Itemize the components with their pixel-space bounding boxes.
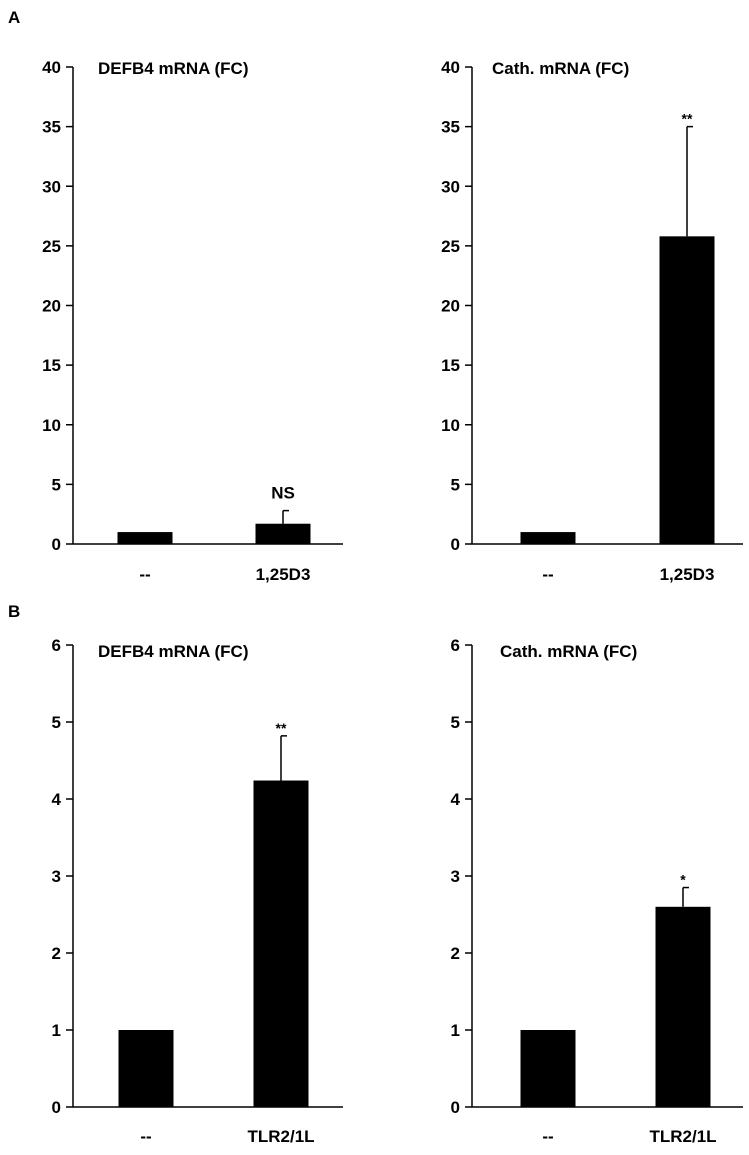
y-tick-label: 25: [441, 237, 460, 256]
bar: [117, 532, 173, 544]
y-tick-label: 5: [451, 713, 460, 732]
chart-title: DEFB4 mRNA (FC): [98, 59, 248, 78]
chart-4: Cath. mRNA (FC) 0 1 2 3 4 5 6 -- * TLR2/1L: [451, 636, 743, 1146]
y-tick-label: 1: [52, 1021, 61, 1040]
category-label: TLR2/1L: [649, 1127, 716, 1146]
bar: [520, 532, 576, 544]
y-tick-label: 25: [42, 237, 61, 256]
bar: [659, 236, 715, 544]
significance-label: **: [682, 111, 693, 127]
y-tick-label: 40: [441, 58, 460, 77]
y-tick-label: 5: [451, 475, 460, 494]
significance-label: *: [680, 872, 686, 888]
y-tick-label: 6: [52, 636, 61, 655]
y-tick-label: 5: [52, 475, 61, 494]
category-label: 1,25D3: [256, 565, 311, 584]
category-label: --: [542, 565, 553, 584]
y-tick-label: 2: [52, 944, 61, 963]
y-tick-label: 0: [451, 1098, 460, 1117]
y-tick-label: 35: [441, 118, 460, 137]
bar: [118, 1030, 174, 1107]
y-tick-label: 4: [52, 790, 62, 809]
y-tick-label: 3: [451, 867, 460, 886]
significance-label: NS: [271, 484, 295, 503]
chart-3: DEFB4 mRNA (FC) 0 1 2 3 4 5 6 -- ** TLR2/1L: [52, 636, 343, 1146]
y-tick-label: 20: [42, 297, 61, 316]
bar: [520, 1030, 576, 1107]
chart-title: DEFB4 mRNA (FC): [98, 642, 248, 661]
bar: [253, 780, 309, 1107]
panel-label-a: A: [8, 8, 20, 27]
y-tick-label: 40: [42, 58, 61, 77]
y-tick-label: 6: [451, 636, 460, 655]
chart-2: Cath. mRNA (FC) 0 5 10 15 20 25 30 35 40 -- ** 1,25D…: [441, 58, 743, 584]
panel-label-b: B: [8, 602, 20, 621]
chart-1: DEFB4 mRNA (FC) 0 5 10 15 20 25 30 35 40 -- NS 1,25D…: [42, 58, 343, 584]
charts: DEFB4 mRNA (FC)0510152025303540--NS1,25D…: [42, 58, 743, 1146]
y-tick-label: 2: [451, 944, 460, 963]
category-label: TLR2/1L: [247, 1127, 314, 1146]
y-tick-label: 4: [451, 790, 461, 809]
bar: [255, 523, 311, 544]
chart-title: Cath. mRNA (FC): [492, 59, 629, 78]
y-tick-label: 15: [441, 356, 460, 375]
y-tick-label: 20: [441, 297, 460, 316]
bar: [655, 906, 711, 1107]
y-tick-label: 10: [441, 416, 460, 435]
y-tick-label: 35: [42, 118, 61, 137]
category-label: --: [139, 565, 150, 584]
category-label: --: [140, 1127, 151, 1146]
chart-title: Cath. mRNA (FC): [500, 642, 637, 661]
y-tick-label: 0: [52, 535, 61, 554]
y-tick-label: 30: [42, 177, 61, 196]
y-tick-label: 0: [451, 535, 460, 554]
y-tick-label: 5: [52, 713, 61, 732]
y-tick-label: 15: [42, 356, 61, 375]
y-tick-label: 1: [451, 1021, 460, 1040]
y-tick-label: 3: [52, 867, 61, 886]
y-tick-label: 30: [441, 177, 460, 196]
y-tick-label: 10: [42, 416, 61, 435]
category-label: 1,25D3: [660, 565, 715, 584]
y-tick-label: 0: [52, 1098, 61, 1117]
significance-label: **: [276, 720, 287, 736]
category-label: --: [542, 1127, 553, 1146]
